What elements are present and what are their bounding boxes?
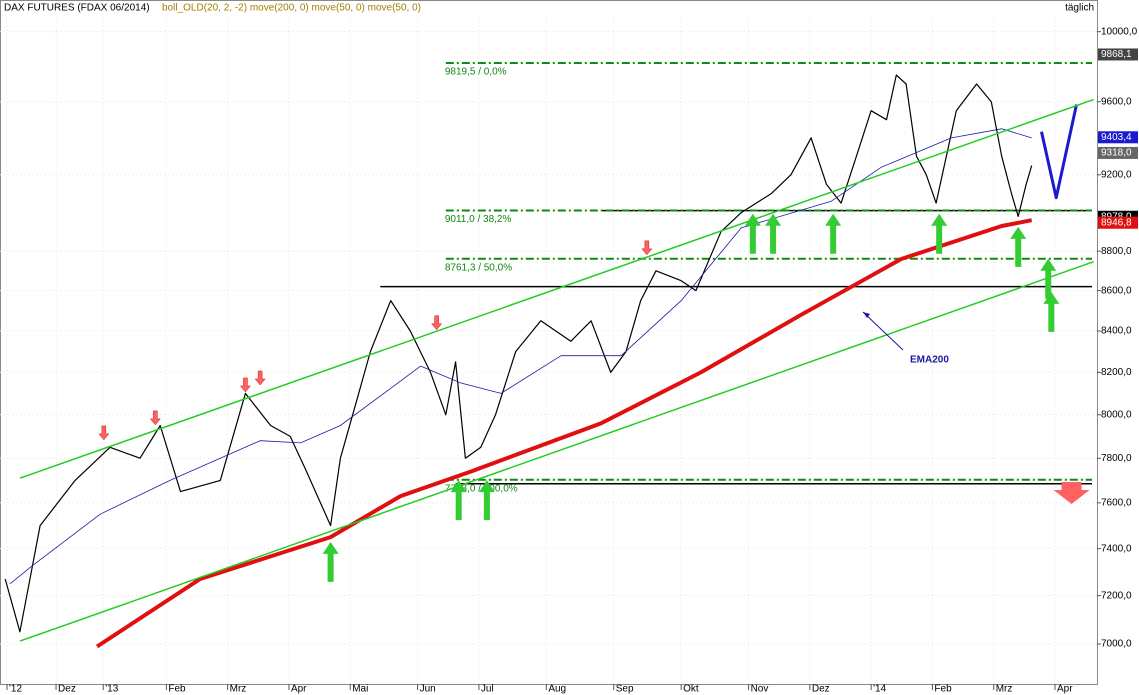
y-tick-label: 7600,0 (1101, 497, 1132, 508)
big-down-arrow (1053, 482, 1090, 505)
x-tick-label: Nov (751, 684, 769, 695)
fib-level-label: 8761,3 / 50,0% (445, 262, 512, 273)
y-tick-label: 10000,0 (1101, 26, 1138, 37)
y-tick-label: 7000,0 (1101, 639, 1132, 650)
series-line (4, 74, 1033, 633)
chart-subtitle: boll_OLD(20, 2, -2) move(200, 0) move(50… (162, 3, 421, 14)
up-arrow (931, 213, 948, 254)
y-tick-label: 8600,0 (1101, 285, 1132, 296)
up-arrow (1010, 226, 1027, 267)
up-arrow (478, 480, 495, 521)
chart-title: DAX FUTURES (FDAX 06/2014) (4, 3, 150, 14)
price-badge (1098, 216, 1138, 229)
fib-level-label: 9819,5 / 0,0% (445, 67, 507, 78)
annotation: EMA200 (910, 355, 949, 366)
up-arrow (825, 213, 842, 254)
x-tick-label: Jul (481, 684, 494, 695)
up-arrow (744, 213, 761, 254)
price-badge-label: 9403,4 (1101, 132, 1132, 143)
annotation-pointer (862, 311, 904, 351)
x-tick-label: Mrz (996, 684, 1013, 695)
fib-level-label: 9011,0 / 38,2% (445, 214, 512, 225)
price-badge (1098, 48, 1138, 61)
y-tick-label: 7400,0 (1101, 543, 1132, 554)
price-badge (1098, 146, 1138, 159)
period-label: täglich (1065, 3, 1094, 14)
x-tick-label: Okt (683, 684, 699, 695)
x-tick-label: '12 (9, 684, 22, 695)
x-tick-label: Apr (1057, 684, 1073, 695)
y-tick-label: 8000,0 (1101, 409, 1132, 420)
x-tick-label: Mrz (230, 684, 247, 695)
down-mark (98, 425, 110, 441)
down-mark (239, 377, 251, 393)
series-line (19, 98, 1094, 479)
x-tick-label: Jun (420, 684, 436, 695)
x-tick-label: Apr (291, 684, 307, 695)
y-tick-label: 8800,0 (1101, 246, 1132, 257)
down-mark (641, 240, 653, 256)
price-badge-label: 9868,1 (1101, 49, 1132, 60)
x-tick-label: Mai (352, 684, 368, 695)
x-tick-label: Dez (812, 684, 830, 695)
price-badge (1098, 131, 1138, 144)
y-tick-label: 7200,0 (1101, 590, 1132, 601)
x-tick-label: Dez (58, 684, 76, 695)
plot-frame (0, 0, 1098, 685)
up-arrow (765, 213, 782, 254)
up-arrow (450, 480, 467, 521)
y-tick-label: 9600,0 (1101, 96, 1132, 107)
annotation-arrowhead (863, 312, 870, 318)
x-tick-label: Aug (548, 684, 566, 695)
up-arrow (1043, 291, 1060, 332)
y-tick-label: 9200,0 (1101, 169, 1132, 180)
up-arrow (322, 541, 339, 582)
price-badge-label: 8946,8 (1101, 217, 1132, 228)
x-tick-label: '13 (105, 684, 118, 695)
up-arrow (1040, 258, 1057, 299)
x-tick-label: Sep (616, 684, 634, 695)
y-tick-label: 8200,0 (1101, 367, 1132, 378)
down-mark (431, 315, 443, 331)
series-line (9, 128, 1032, 585)
down-mark (149, 410, 161, 426)
series-line (19, 260, 1094, 642)
x-tick-label: '14 (873, 684, 886, 695)
y-tick-label: 8400,0 (1101, 326, 1132, 337)
series-line (96, 218, 1033, 649)
series-line (1040, 104, 1078, 200)
x-tick-label: Feb (168, 684, 186, 695)
down-mark (254, 370, 266, 386)
y-tick-label: 7800,0 (1101, 453, 1132, 464)
x-tick-label: Feb (934, 684, 952, 695)
price-badge-label: 9318,0 (1101, 148, 1132, 159)
